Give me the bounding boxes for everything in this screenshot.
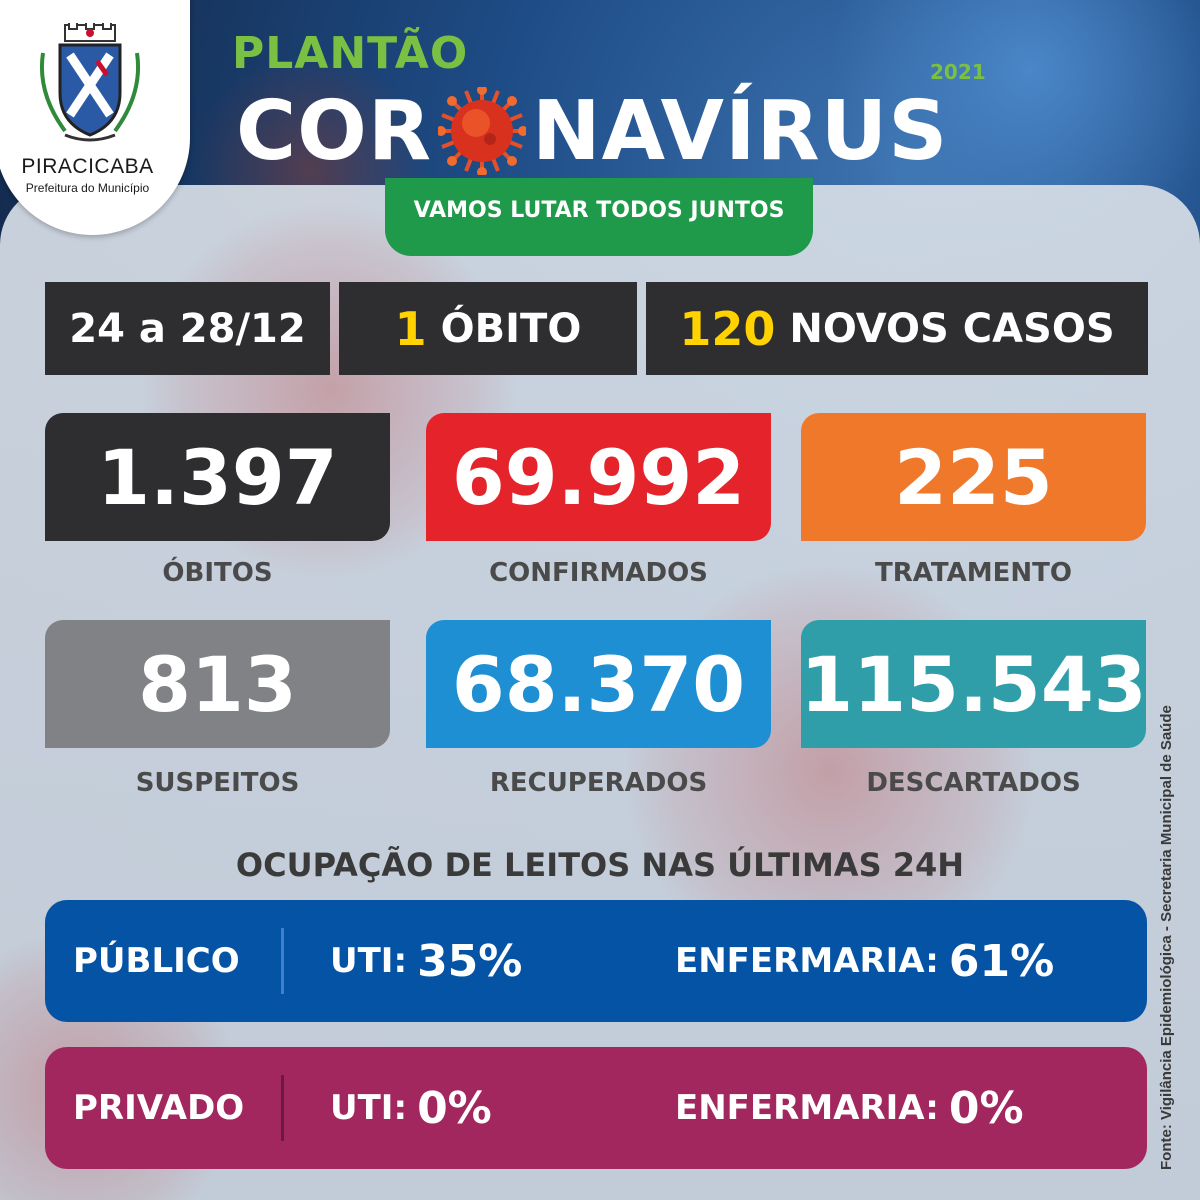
stat-label-tratamento: TRATAMENTO: [875, 558, 1072, 588]
enfermaria-value: 0%: [948, 1082, 1024, 1134]
prefeitura-label: Prefeitura do Município: [25, 181, 150, 195]
uti-value: 0%: [417, 1082, 492, 1134]
city-logo: PIRACICABA Prefeitura do Município: [0, 0, 190, 235]
page-title: COR NAVÍRUS: [236, 76, 948, 186]
row-label: PRIVADO: [73, 1088, 245, 1128]
row-label: PÚBLICO: [73, 941, 240, 981]
stat-box-descartados: 115.543: [800, 620, 1147, 748]
summary-deaths: 1 ÓBITO: [339, 282, 637, 375]
deaths-label: ÓBITO: [440, 305, 582, 352]
stat-label-recuperados: RECUPERADOS: [489, 768, 708, 798]
source-credit: Fonte: Vigilância Epidemiológica - Secre…: [1158, 705, 1175, 1170]
slogan-text: VAMOS LUTAR TODOS JUNTOS: [413, 198, 785, 223]
stat-box-obitos: 1.397: [45, 413, 390, 541]
stat-label-suspeitos: SUSPEITOS: [135, 768, 300, 798]
uti-label: UTI:: [330, 1088, 408, 1128]
stat-label-confirmados: CONFIRMADOS: [489, 558, 708, 588]
stat-box-recuperados: 68.370: [426, 620, 771, 748]
summary-new-cases: 120 NOVOS CASOS: [646, 282, 1148, 375]
occupancy-title: OCUPAÇÃO DE LEITOS NAS ÚLTIMAS 24H: [235, 846, 965, 884]
enfermaria-label: ENFERMARIA:: [675, 1088, 939, 1128]
new-cases-label: NOVOS CASOS: [789, 305, 1115, 352]
occupancy-row-publico: PÚBLICO UTI: 35% ENFERMARIA: 61%: [45, 900, 1147, 1022]
stat-box-suspeitos: 813: [45, 620, 390, 748]
summary-period: 24 a 28/12: [45, 282, 330, 375]
stat-label-descartados: DESCARTADOS: [866, 768, 1081, 798]
stat-box-tratamento: 225: [801, 413, 1146, 541]
enfermaria-block: ENFERMARIA: 61%: [675, 900, 1054, 1022]
uti-block: UTI: 35%: [330, 900, 522, 1022]
uti-block: UTI: 0%: [330, 1047, 492, 1169]
stat-box-confirmados: 69.992: [426, 413, 771, 541]
year-label: 2021: [930, 60, 986, 84]
period-text: 24 a 28/12: [69, 305, 306, 352]
uti-value: 35%: [417, 935, 523, 987]
stat-label-obitos: ÓBITOS: [162, 558, 273, 588]
new-cases-count: 120: [679, 301, 776, 356]
uti-label: UTI:: [330, 941, 408, 981]
virus-icon: [436, 85, 529, 177]
city-name: PIRACICABA: [21, 155, 154, 178]
title-right: NAVÍRUS: [532, 83, 949, 179]
enfermaria-label: ENFERMARIA:: [675, 941, 939, 981]
title-left: COR: [236, 83, 433, 179]
plantao-label: PLANTÃO: [232, 28, 469, 79]
deaths-count: 1: [394, 301, 427, 356]
enfermaria-block: ENFERMARIA: 0%: [675, 1047, 1024, 1169]
enfermaria-value: 61%: [948, 935, 1055, 987]
occupancy-row-privado: PRIVADO UTI: 0% ENFERMARIA: 0%: [45, 1047, 1147, 1169]
slogan-banner: [385, 178, 813, 256]
coat-of-arms-icon: [39, 23, 141, 142]
row-divider: [281, 1075, 284, 1141]
row-divider: [281, 928, 284, 994]
